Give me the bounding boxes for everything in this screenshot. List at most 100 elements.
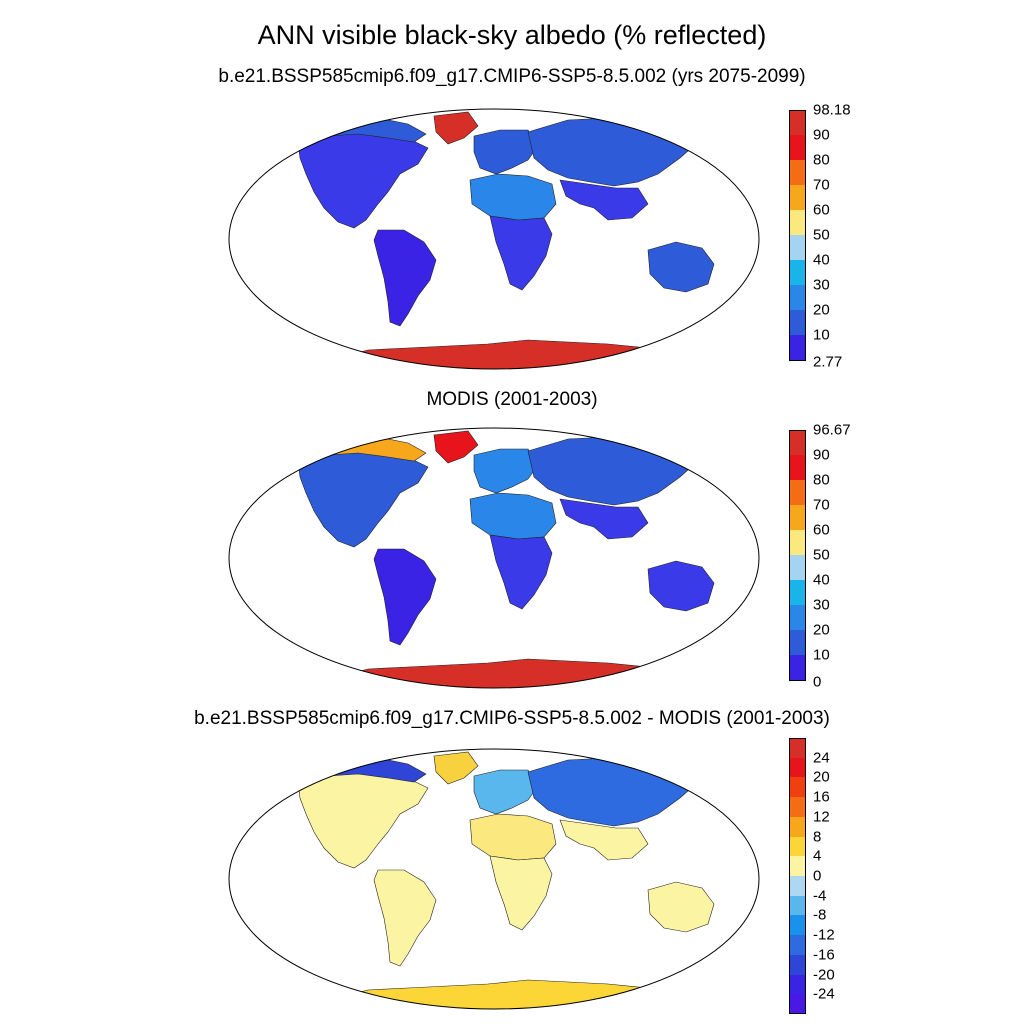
panel-obs-subtitle: MODIS (2001-2003) <box>426 389 598 410</box>
colorbar-swatch <box>789 580 806 606</box>
region-sahara <box>469 173 557 221</box>
colorbar-label: 2.77 <box>813 353 843 371</box>
region-greenland <box>433 430 479 464</box>
colorbar-label: -4 <box>813 887 827 905</box>
colorbar-label: 24 <box>813 749 830 767</box>
colorbar-label: 70 <box>813 496 830 514</box>
colorbar-swatch <box>789 605 806 631</box>
colorbar-label: 4 <box>813 847 822 865</box>
colorbar-swatch <box>789 954 806 976</box>
colorbar-label: 20 <box>813 621 830 639</box>
map-svg <box>228 427 760 689</box>
region-africa-south <box>489 215 553 291</box>
colorbar-label: 60 <box>813 521 830 539</box>
map-border <box>228 427 760 689</box>
colorbar-swatch <box>789 836 806 857</box>
colorbar-swatch <box>789 455 806 481</box>
colorbar-swatch <box>789 235 806 261</box>
colorbar-label: 10 <box>813 326 830 344</box>
colorbar-swatch <box>789 260 806 286</box>
panel-model-colorbar: 98.18 90 80 70 60 50 40 30 20 10 2.77 <box>789 103 879 370</box>
panel-diff-subtitle: b.e21.BSSP585cmip6.f09_g17.CMIP6-SSP5-8.… <box>194 708 830 729</box>
colorbar-swatch <box>789 110 806 136</box>
colorbar-label: -8 <box>813 906 827 924</box>
map-border <box>228 108 760 370</box>
colorbar-swatch <box>789 430 806 456</box>
colorbar-swatch <box>789 935 806 956</box>
panel-model-subtitle: b.e21.BSSP585cmip6.f09_g17.CMIP6-SSP5-8.… <box>218 66 806 87</box>
region-europe <box>473 448 539 494</box>
colorbar-label: 96.67 <box>813 421 851 439</box>
colorbar-label: 20 <box>813 768 830 786</box>
colorbar-swatch <box>789 856 806 877</box>
colorbar-swatch <box>789 655 806 681</box>
region-europe <box>473 129 539 175</box>
region-south-america <box>373 869 437 967</box>
map-border <box>228 748 760 1010</box>
panel-model-map <box>228 108 760 370</box>
colorbar-swatch <box>789 630 806 656</box>
colorbar-swatch <box>789 530 806 556</box>
colorbar-boxes <box>789 110 806 361</box>
colorbar-label: 12 <box>813 808 830 826</box>
panel-obs-colorbar: 96.67 90 80 70 60 50 40 30 20 10 0 <box>789 423 879 690</box>
colorbar-label: 90 <box>813 126 830 144</box>
colorbar-swatch <box>789 210 806 236</box>
colorbar-swatch <box>789 876 806 897</box>
region-australia <box>647 560 715 612</box>
colorbar-swatch <box>789 505 806 531</box>
colorbar-swatch <box>789 738 806 759</box>
colorbar-label: 50 <box>813 546 830 564</box>
region-sahara <box>469 492 557 540</box>
region-sahara <box>469 813 557 861</box>
colorbar-boxes <box>789 738 806 1015</box>
colorbar-swatch <box>789 135 806 161</box>
colorbar-label: 40 <box>813 571 830 589</box>
colorbar-swatch <box>789 185 806 211</box>
colorbar-label: 30 <box>813 596 830 614</box>
region-greenland <box>433 751 479 785</box>
colorbar-swatch <box>789 974 806 995</box>
map-svg <box>228 108 760 370</box>
colorbar-label: 98.18 <box>813 101 851 119</box>
colorbar-swatch <box>789 335 806 361</box>
region-greenland <box>433 111 479 145</box>
region-europe <box>473 769 539 815</box>
colorbar-swatch <box>789 285 806 311</box>
colorbar-swatch <box>789 555 806 581</box>
region-india-se-asia <box>559 498 649 540</box>
colorbar-label: 8 <box>813 828 822 846</box>
colorbar-label: -24 <box>813 985 835 1003</box>
colorbar-swatch <box>789 994 806 1015</box>
colorbar-swatch <box>789 777 806 798</box>
colorbar-label: -20 <box>813 966 835 984</box>
colorbar-swatch <box>789 797 806 818</box>
map-svg <box>228 748 760 1010</box>
colorbar-label: 50 <box>813 226 830 244</box>
region-africa-south <box>489 534 553 610</box>
panel-diff-colorbar: 24 20 16 12 8 4 0 -4 -8 -12 -16 -20 -24 <box>789 738 879 1015</box>
colorbar-label: 20 <box>813 301 830 319</box>
colorbar-label: 80 <box>813 471 830 489</box>
region-south-america <box>373 229 437 327</box>
colorbar-label: -16 <box>813 946 835 964</box>
colorbar-swatch <box>789 480 806 506</box>
colorbar-label: 60 <box>813 201 830 219</box>
colorbar-label: 10 <box>813 646 830 664</box>
colorbar-label: 0 <box>813 867 822 885</box>
colorbar-label: 90 <box>813 446 830 464</box>
region-australia <box>647 881 715 933</box>
colorbar-label: 80 <box>813 151 830 169</box>
region-india-se-asia <box>559 819 649 861</box>
colorbar-swatch <box>789 895 806 916</box>
colorbar-label: 40 <box>813 251 830 269</box>
colorbar-swatch <box>789 310 806 336</box>
colorbar-label: 16 <box>813 788 830 806</box>
colorbar-label: -12 <box>813 926 835 944</box>
colorbar-swatch <box>789 816 806 838</box>
region-south-america <box>373 548 437 646</box>
panel-obs-map <box>228 427 760 689</box>
colorbar-label: 70 <box>813 176 830 194</box>
colorbar-swatch <box>789 757 806 778</box>
region-australia <box>647 241 715 293</box>
